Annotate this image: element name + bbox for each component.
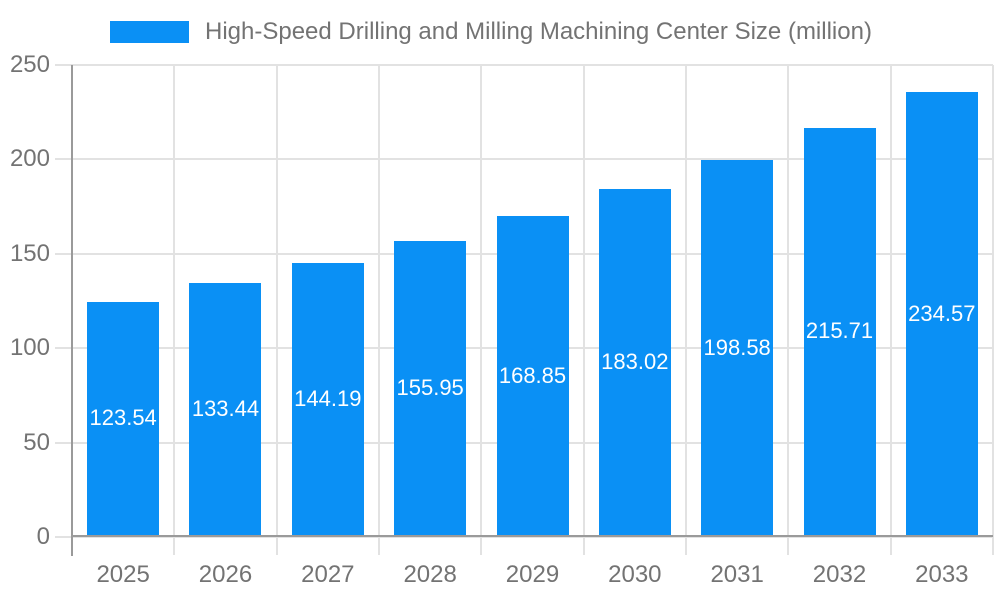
bar-value-label: 123.54 [89, 405, 157, 431]
bar[interactable]: 155.95 [394, 240, 467, 535]
bar-value-label: 234.57 [908, 300, 976, 326]
x-tick-label: 2028 [403, 561, 457, 588]
y-tick-label: 150 [9, 239, 50, 267]
x-tick-label: 2033 [915, 561, 969, 588]
bar-value-label: 215.71 [805, 318, 874, 344]
bar-value-label: 183.02 [601, 349, 669, 375]
bar[interactable]: 183.02 [598, 189, 671, 535]
gridline-vertical [992, 65, 994, 555]
x-tick-label: 2027 [301, 561, 355, 588]
bar[interactable]: 144.19 [291, 262, 364, 535]
y-axis-line [71, 65, 73, 556]
gridline-vertical [275, 65, 278, 555]
y-tick-label: 250 [9, 51, 50, 78]
y-tick-label: 50 [23, 428, 50, 456]
chart-title: High-Speed Drilling and Milling Machinin… [205, 18, 872, 45]
bar-value-label: 133.44 [191, 396, 260, 422]
bar-value-label: 144.19 [294, 385, 362, 411]
y-tick-label: 0 [36, 523, 50, 550]
bar-value-label: 198.58 [703, 334, 771, 360]
gridline-vertical [889, 65, 892, 555]
bar-value-label: 168.85 [498, 362, 567, 388]
gridline-vertical [480, 65, 483, 555]
gridline-vertical [787, 65, 790, 555]
gridline-vertical [173, 65, 176, 555]
x-axis-line [72, 535, 993, 537]
gridline-horizontal [55, 536, 993, 538]
bar-value-label: 155.95 [396, 374, 464, 400]
gridline-vertical [582, 65, 585, 555]
bar[interactable]: 215.71 [803, 127, 876, 535]
legend-item[interactable]: High-Speed Drilling and Milling Machinin… [110, 18, 872, 46]
bar[interactable]: 168.85 [496, 216, 569, 535]
gridline-horizontal [55, 158, 993, 161]
y-axis-labels: 0 50 100 150 200 250 [0, 51, 50, 550]
x-tick-label: 2025 [96, 561, 150, 588]
gridline-vertical [684, 65, 687, 555]
gridline-vertical [377, 65, 380, 555]
bar[interactable]: 123.54 [87, 301, 160, 535]
x-tick-label: 2032 [812, 561, 867, 588]
y-tick-label: 200 [9, 145, 50, 173]
x-axis-labels: 2025 2026 2027 2028 2029 2030 2031 2032 2033 [72, 561, 993, 595]
bar[interactable]: 133.44 [189, 283, 262, 535]
y-tick-label: 100 [9, 334, 50, 362]
bar[interactable]: 234.57 [905, 92, 978, 535]
legend-swatch [110, 21, 189, 43]
x-tick-label: 2030 [608, 561, 662, 588]
bar[interactable]: 198.58 [701, 160, 774, 535]
plot-area: 123.54 133.44 144.19 155.95 168.85 183.02 198.… [55, 64, 994, 556]
gridline-horizontal [55, 64, 993, 66]
x-tick-label: 2026 [198, 561, 253, 588]
x-tick-label: 2029 [505, 561, 560, 588]
x-tick-label: 2031 [710, 561, 764, 588]
